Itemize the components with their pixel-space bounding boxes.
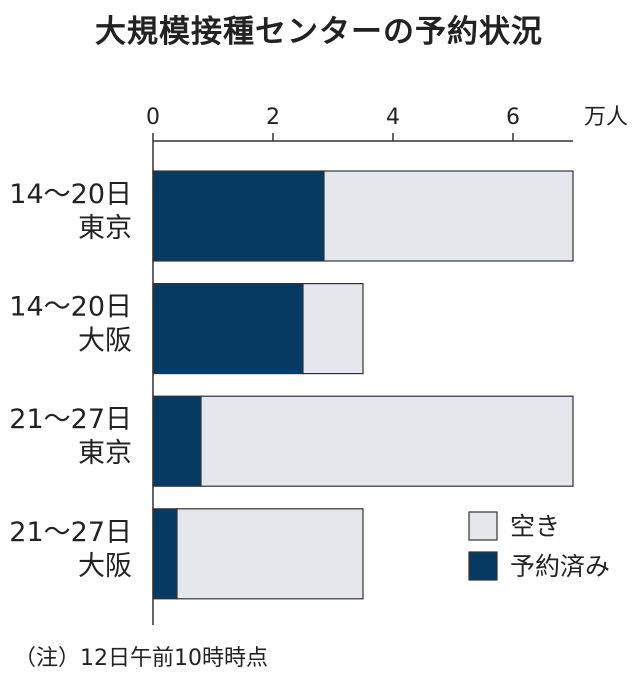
bar-segment: [152, 395, 202, 487]
x-tick-label: 4: [386, 105, 400, 130]
chart-title: 大規模接種センターの予約状況: [95, 14, 543, 50]
category-label: 大阪: [78, 326, 132, 357]
bar-segment: [200, 395, 574, 487]
x-tick-label: 6: [506, 105, 520, 130]
legend-label: 空き: [510, 512, 560, 541]
bar-segment: [152, 283, 304, 375]
bars: [152, 170, 574, 600]
x-tick-label: 2: [266, 105, 280, 130]
category-label: 21〜27日: [9, 404, 132, 435]
category-label: 14〜20日: [9, 179, 132, 210]
bar-segment: [176, 508, 364, 600]
category-label: 21〜27日: [9, 517, 132, 548]
x-unit-label: 万人: [584, 105, 628, 130]
legend-label: 予約済み: [510, 552, 610, 581]
category-label: 東京: [78, 438, 132, 469]
bar-segment: [152, 170, 325, 262]
legend-swatch: [468, 511, 498, 541]
legend-swatch: [468, 551, 498, 581]
bar-segment: [302, 283, 364, 375]
bar-segment: [323, 170, 574, 262]
category-label: 東京: [78, 213, 132, 244]
category-label: 大阪: [78, 551, 132, 582]
x-tick-label: 0: [146, 105, 160, 130]
bar-segment: [152, 508, 178, 600]
category-label: 14〜20日: [9, 292, 132, 323]
footnote: （注）12日午前10時時点: [14, 646, 268, 671]
